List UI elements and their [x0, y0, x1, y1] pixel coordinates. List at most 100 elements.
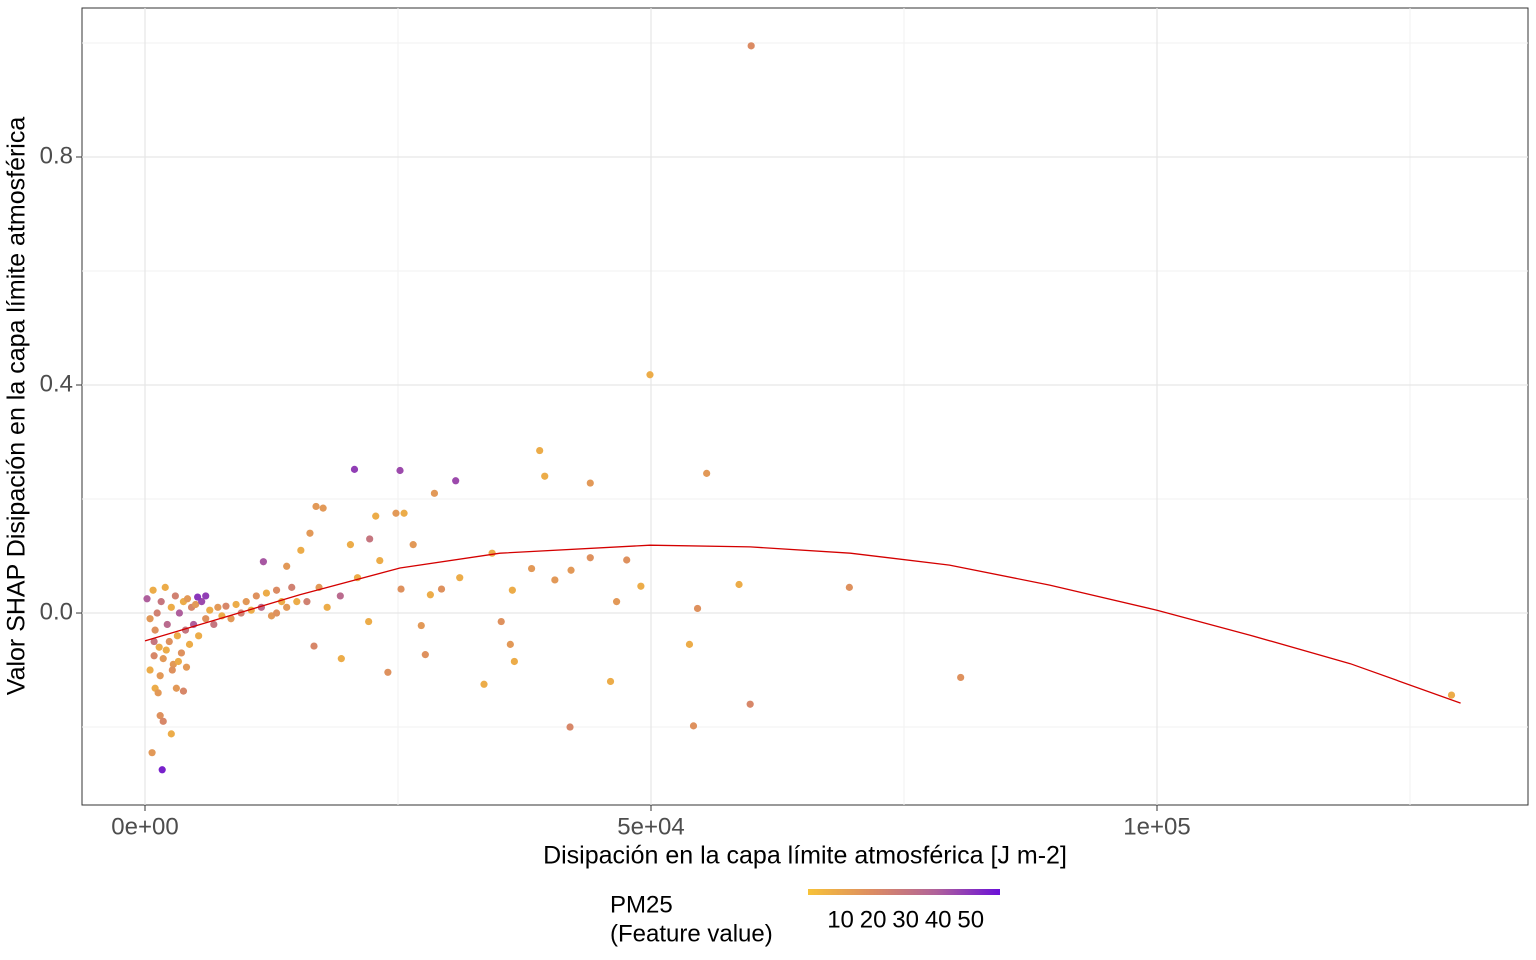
- point: [183, 595, 192, 603]
- point: [150, 652, 158, 660]
- point: [153, 609, 161, 617]
- colorbar-tick-label: 10: [827, 906, 854, 933]
- point: [392, 509, 400, 517]
- trend-line: [144, 544, 1461, 704]
- point: [262, 589, 271, 597]
- y-axis-title: Valor SHAP Disipación en la capa límite …: [3, 117, 31, 696]
- point: [452, 477, 460, 485]
- point: [693, 604, 702, 613]
- point: [159, 655, 167, 663]
- point: [396, 466, 404, 475]
- point: [155, 643, 163, 651]
- plot-panel: [81, 7, 1529, 806]
- colorbar-tick-label: 20: [860, 906, 887, 933]
- point: [168, 666, 176, 674]
- point: [195, 632, 203, 640]
- colorbar-tick-label: 50: [957, 906, 984, 933]
- point: [957, 673, 965, 682]
- point: [845, 583, 853, 591]
- point: [372, 512, 380, 520]
- x-tick-label: 0e+00: [111, 813, 178, 840]
- point: [306, 529, 314, 537]
- point: [566, 723, 574, 731]
- point: [510, 657, 518, 666]
- point: [179, 687, 188, 695]
- point: [161, 583, 169, 591]
- point: [232, 600, 240, 609]
- point: [337, 655, 345, 663]
- point: [148, 749, 156, 757]
- point: [174, 657, 182, 666]
- point: [376, 556, 384, 565]
- point: [623, 556, 631, 564]
- point: [551, 576, 559, 584]
- point: [283, 562, 291, 570]
- point: [506, 640, 514, 648]
- point: [397, 585, 405, 593]
- point: [167, 730, 175, 738]
- point: [421, 651, 429, 659]
- point: [177, 649, 186, 657]
- point: [297, 546, 305, 554]
- legend-title: PM25: [610, 891, 673, 918]
- point: [143, 595, 151, 603]
- point: [586, 554, 594, 562]
- point: [172, 684, 180, 692]
- point: [259, 558, 268, 566]
- point: [612, 598, 621, 606]
- point: [252, 592, 260, 600]
- legend-title: (Feature value): [610, 920, 773, 947]
- point: [586, 479, 594, 487]
- point: [689, 722, 698, 730]
- point: [703, 469, 711, 477]
- point: [293, 598, 301, 606]
- x-tick-label: 5e+04: [617, 813, 684, 840]
- point: [156, 712, 164, 720]
- point: [310, 642, 318, 650]
- point: [409, 541, 417, 549]
- point: [154, 689, 162, 697]
- point: [488, 549, 496, 557]
- point: [272, 609, 281, 617]
- point: [159, 717, 167, 725]
- point: [194, 593, 202, 601]
- point: [497, 617, 505, 626]
- x-tick-label: 1e+05: [1123, 813, 1190, 840]
- point: [283, 603, 291, 611]
- point: [536, 446, 544, 455]
- point: [242, 598, 250, 606]
- point: [151, 626, 159, 634]
- point: [384, 668, 392, 676]
- point: [162, 646, 170, 654]
- point: [417, 621, 425, 630]
- point: [508, 586, 516, 594]
- point: [191, 600, 200, 609]
- point: [185, 640, 194, 648]
- colorbar-tick-label: 40: [925, 906, 952, 933]
- point: [227, 615, 235, 623]
- point: [541, 472, 549, 480]
- point: [149, 586, 157, 594]
- point: [303, 598, 311, 606]
- point: [163, 620, 171, 629]
- point: [746, 700, 754, 708]
- y-tick-label: 0.0: [40, 598, 73, 625]
- point: [336, 592, 344, 600]
- point: [288, 583, 296, 591]
- point: [606, 677, 615, 686]
- point: [171, 592, 179, 600]
- x-axis-title: Disipación en la capa límite atmosférica…: [543, 842, 1067, 870]
- point: [157, 598, 165, 606]
- point: [202, 592, 210, 600]
- point: [202, 615, 210, 623]
- point: [272, 586, 281, 594]
- point: [747, 42, 755, 50]
- y-tick-label: 0.4: [40, 370, 73, 397]
- point: [437, 585, 446, 593]
- point: [735, 580, 743, 589]
- point: [480, 680, 488, 688]
- point: [567, 566, 575, 574]
- point: [400, 509, 408, 517]
- point: [206, 606, 214, 614]
